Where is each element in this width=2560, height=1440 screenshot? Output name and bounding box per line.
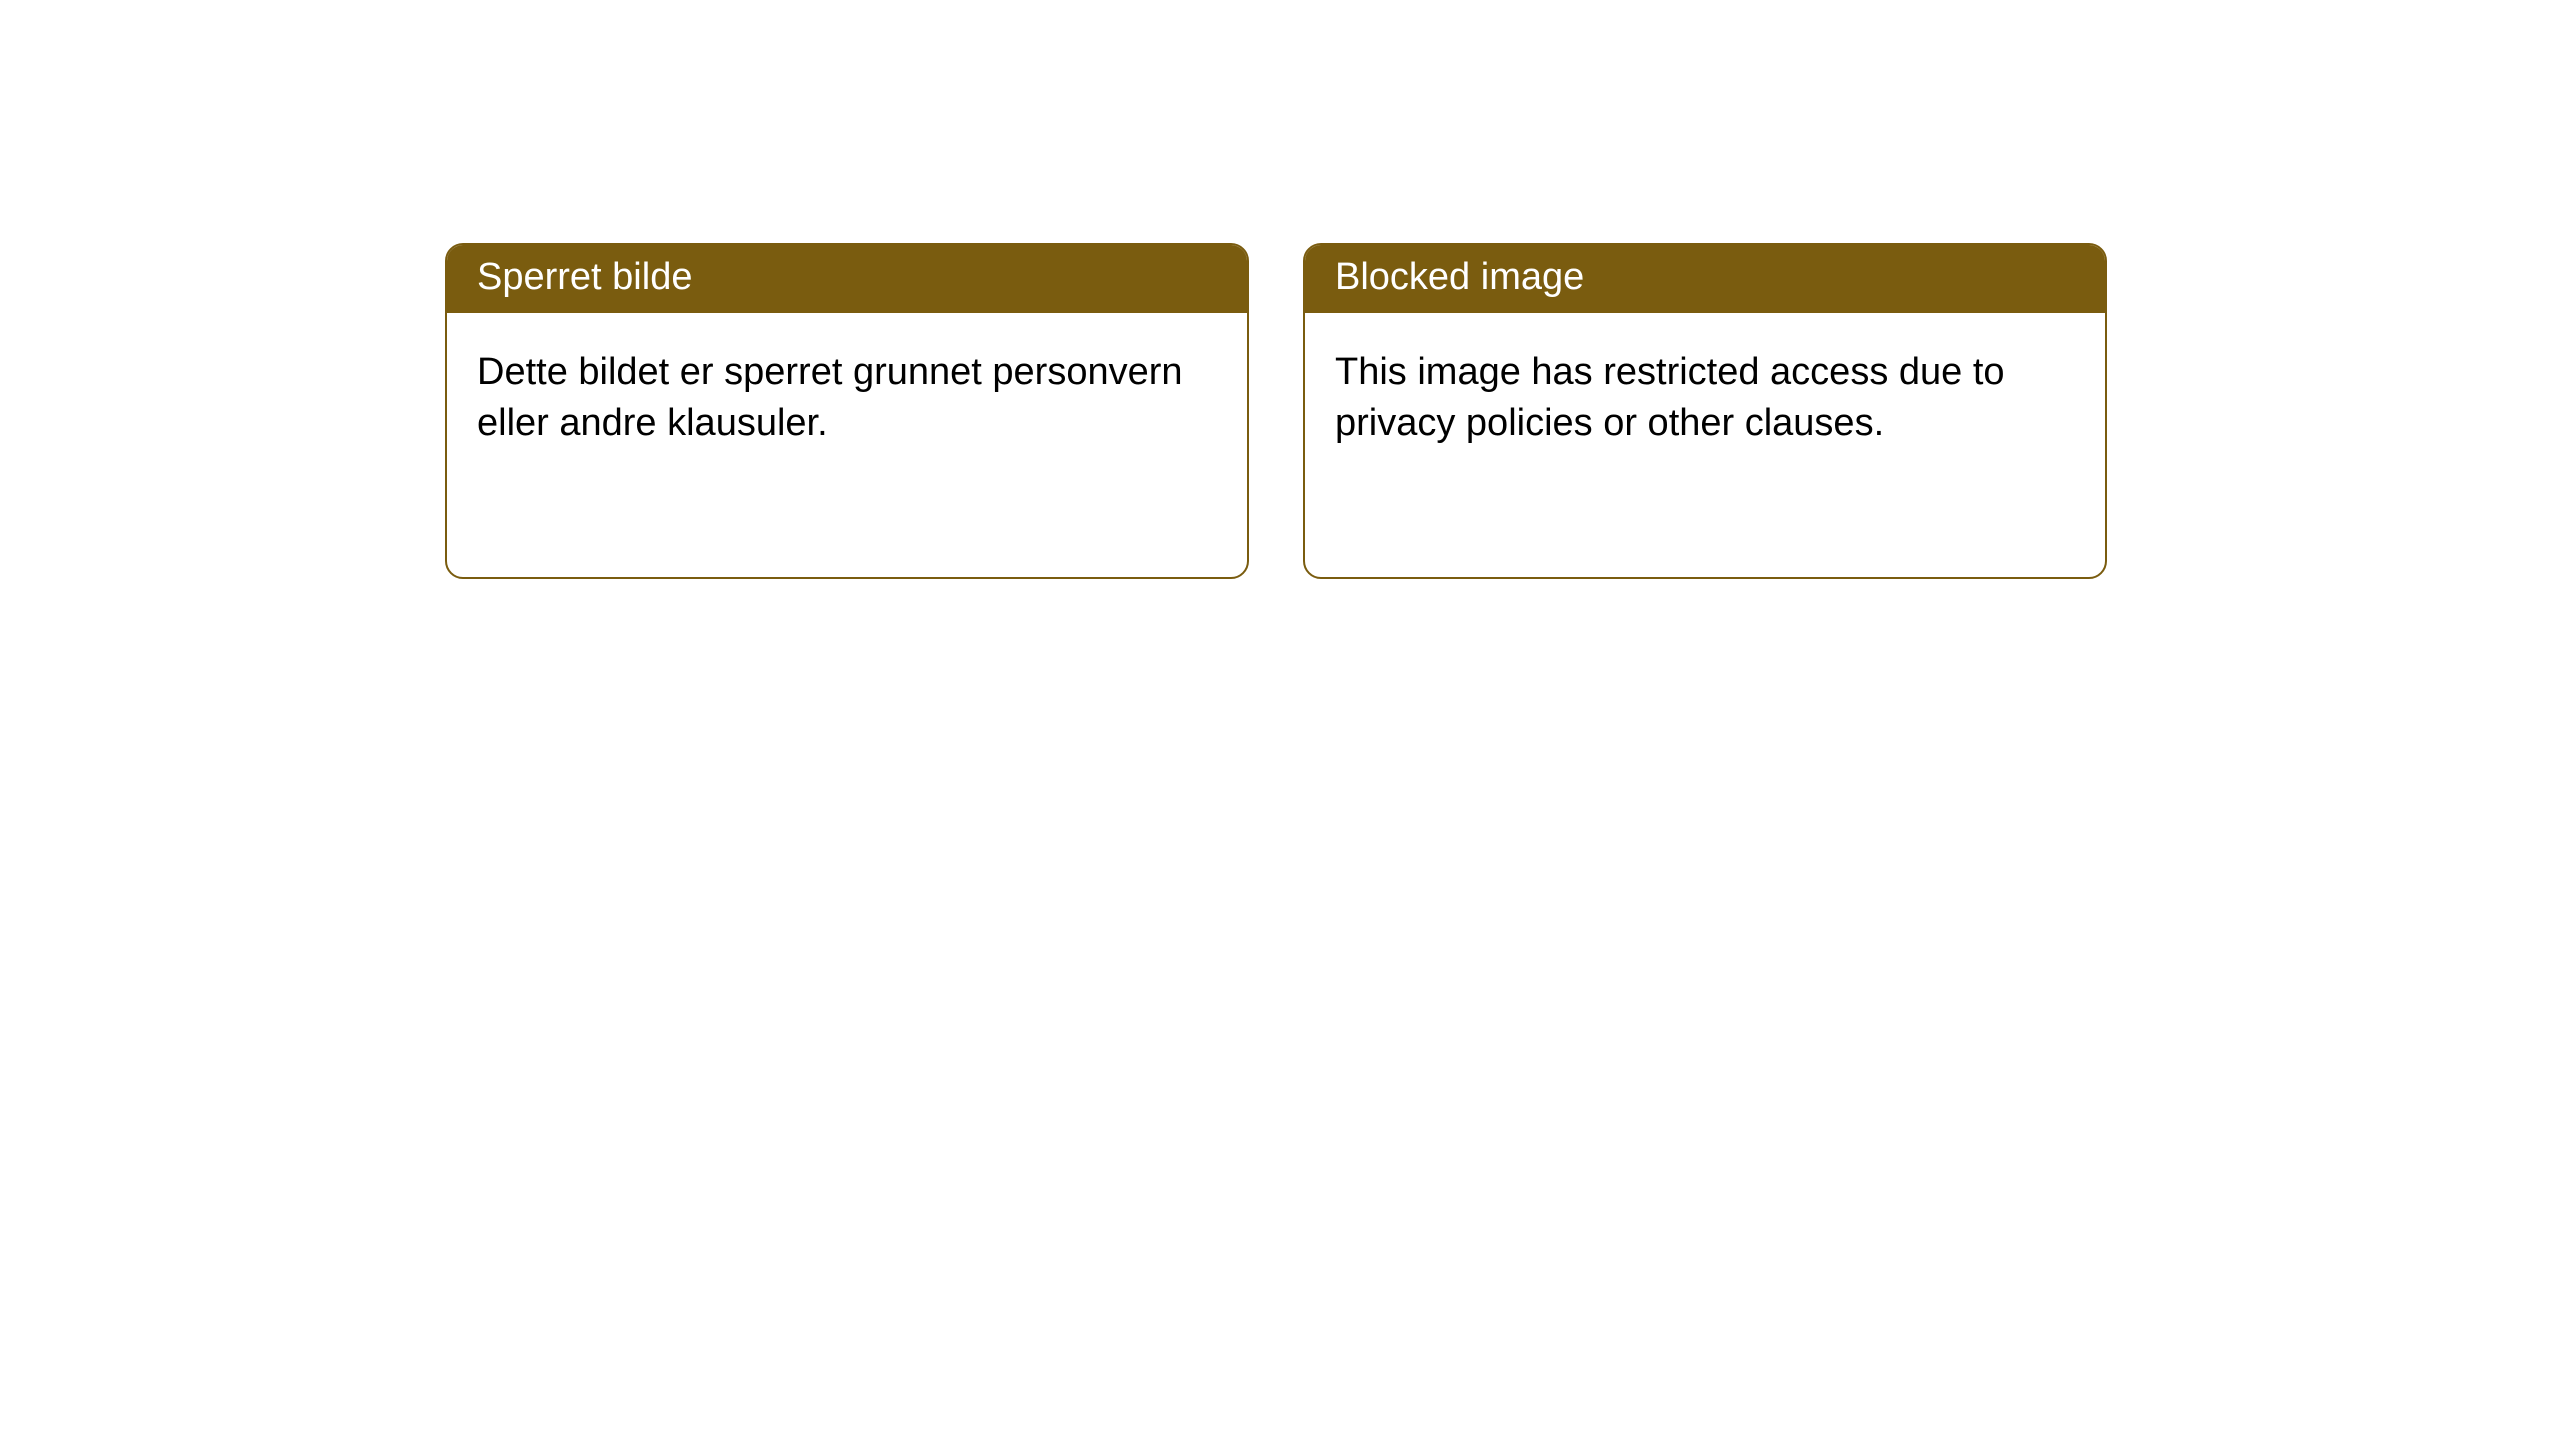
notice-title: Blocked image (1305, 245, 2105, 313)
notice-title: Sperret bilde (447, 245, 1247, 313)
notice-card-english: Blocked image This image has restricted … (1303, 243, 2107, 579)
notice-container: Sperret bilde Dette bildet er sperret gr… (0, 0, 2560, 579)
notice-card-norwegian: Sperret bilde Dette bildet er sperret gr… (445, 243, 1249, 579)
notice-message: This image has restricted access due to … (1305, 313, 2105, 484)
notice-message: Dette bildet er sperret grunnet personve… (447, 313, 1247, 484)
